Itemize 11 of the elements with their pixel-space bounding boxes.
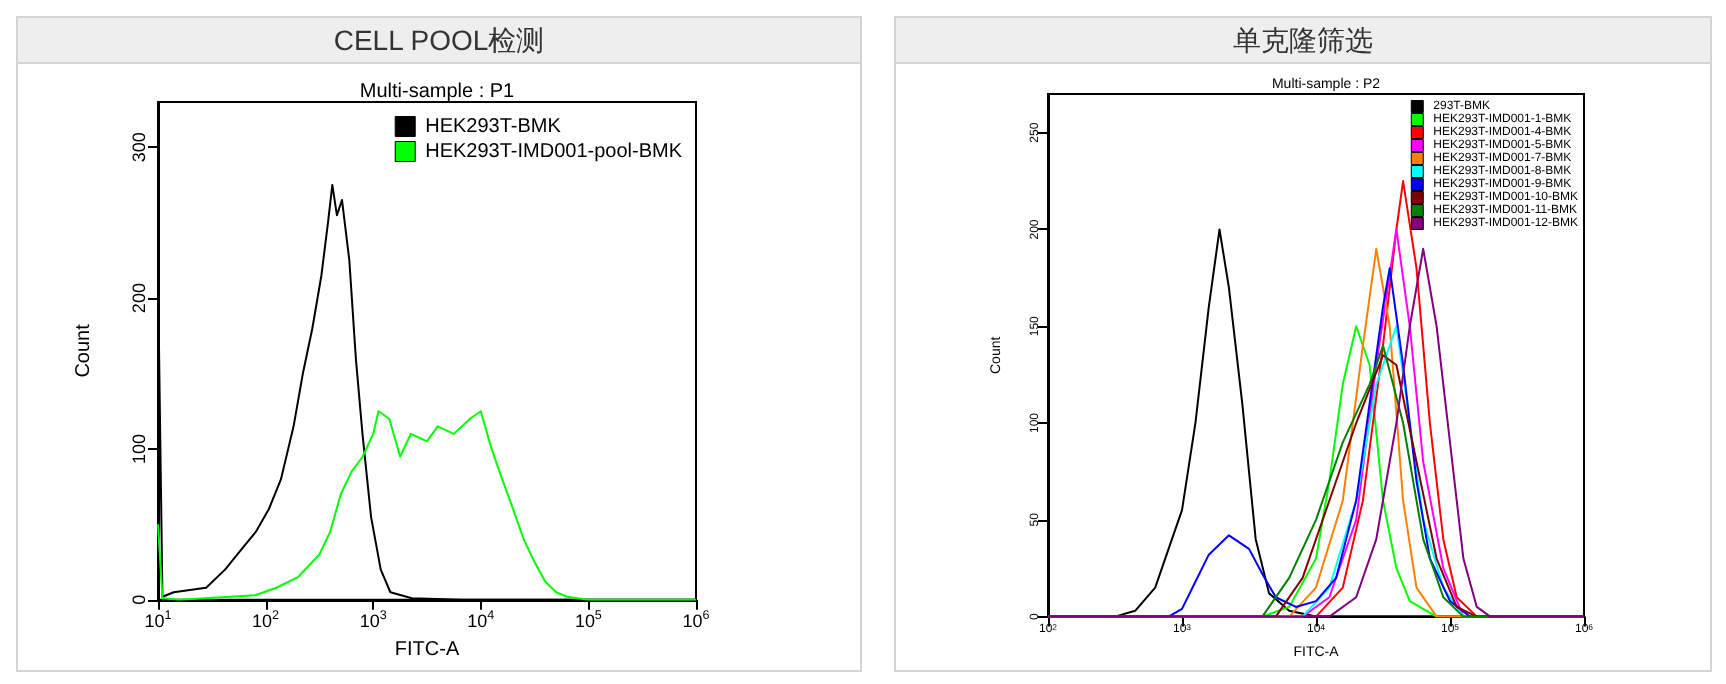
- y-tick-label: 300: [129, 132, 149, 163]
- y-axis-title: Count: [73, 323, 95, 378]
- legend-label: HEK293T-BMK: [425, 115, 562, 138]
- legend-label: HEK293T-IMD001-pool-BMK: [425, 140, 683, 163]
- y-tick-label: 0: [129, 594, 149, 605]
- y-tick-label: 100: [129, 433, 149, 464]
- chart-title: CELL POOL检测: [18, 18, 860, 64]
- chart-title: 单克隆筛选: [896, 18, 1710, 64]
- x-axis-title: FITC-A: [394, 639, 460, 661]
- chart-subtitle: Multi-sample : P1: [359, 81, 516, 103]
- y-tick-label: 200: [129, 283, 149, 314]
